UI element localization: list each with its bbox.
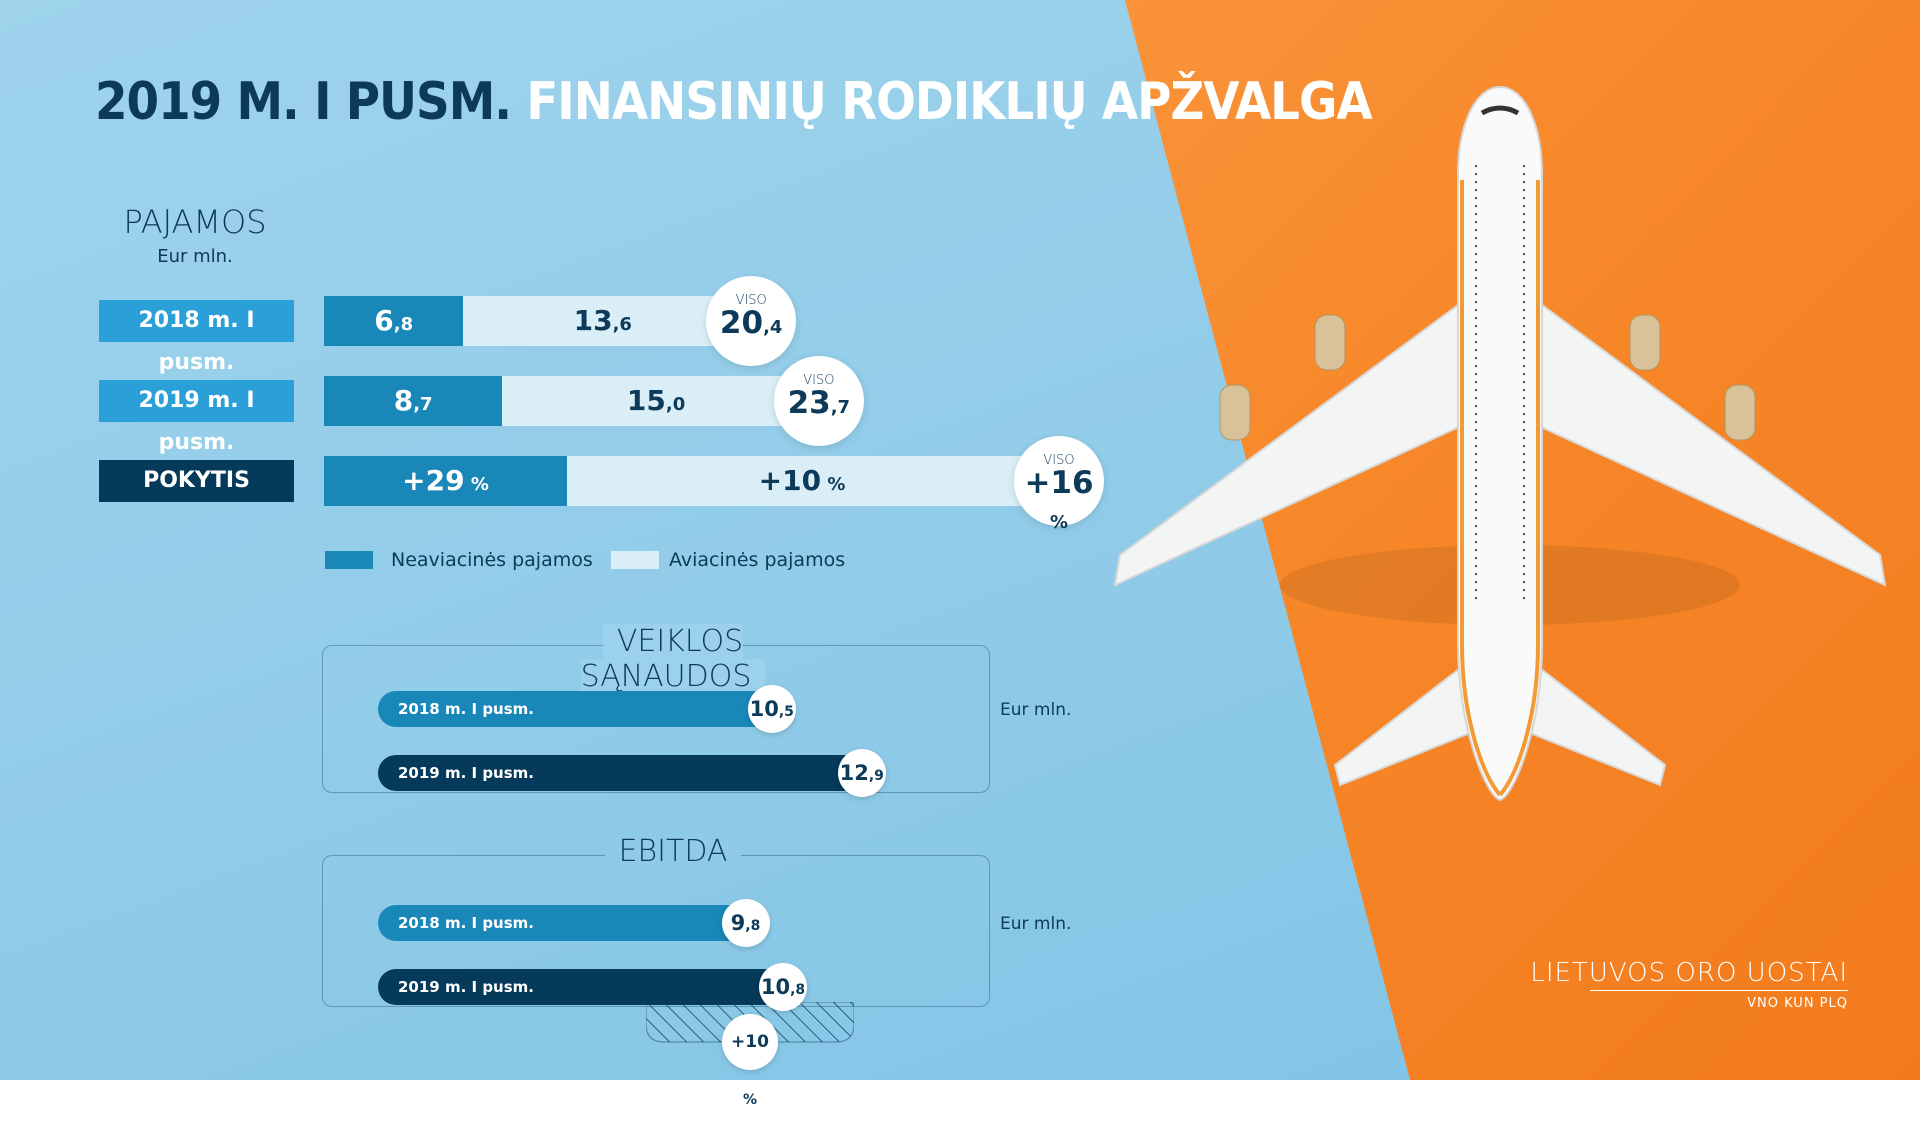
revenue-bar-nonaviation: 8,7: [324, 376, 503, 426]
opex-bar: 2018 m. I pusm.: [378, 691, 772, 727]
legend-swatch-aviation: [611, 551, 659, 569]
bar-value-decimal: ,7: [413, 394, 433, 415]
ebitda-value-circle: 10,8: [759, 963, 807, 1011]
opex-value-decimal: ,5: [778, 704, 794, 720]
ebitda-change-value: +10: [731, 1032, 769, 1052]
revenue-row-label: 2018 m. I pusm.: [99, 300, 294, 375]
ebitda-change-unit: %: [742, 1092, 758, 1108]
ebitda-value-decimal: ,8: [745, 918, 761, 934]
bar-value: 8: [393, 384, 414, 417]
opex-heading: VEIKLOS SĄNAUDOS: [505, 624, 841, 694]
revenue-change-aviation: +10 %: [567, 456, 1037, 506]
airplane-illustration: [1113, 85, 1887, 802]
bar-value-decimal: ,0: [665, 394, 686, 415]
total-value-decimal: ,4: [763, 317, 783, 338]
ebitda-value-circle: 9,8: [721, 899, 770, 947]
page-title: 2019 M. I PUSM. FINANSINIŲ RODIKLIŲ APŽV…: [95, 72, 1373, 132]
bar-value-decimal: ,8: [393, 314, 414, 335]
title-period: 2019 M. I PUSM.: [95, 72, 512, 132]
ebitda-value-decimal: ,8: [790, 982, 806, 998]
opex-value: 12: [839, 761, 869, 785]
legend-swatch-nonaviation: [325, 551, 373, 569]
left-wing-shape: [1113, 283, 1486, 587]
opex-value-circle: 12,9: [837, 749, 886, 797]
total-value: 20: [719, 305, 764, 341]
ebitda-heading: EBITDA: [555, 834, 791, 869]
opex-value: 10: [749, 697, 779, 721]
total-value: 23: [787, 385, 831, 421]
revenue-unit: Eur mln.: [157, 246, 233, 267]
ebitda-bar-label: 2019 m. I pusm.: [398, 978, 534, 996]
change-value: +10: [758, 464, 822, 497]
ebitda-value: 9: [730, 911, 746, 935]
opex-bar-label: 2019 m. I pusm.: [398, 764, 534, 782]
bar-value: 15: [626, 384, 666, 417]
change-unit: %: [821, 474, 846, 495]
total-label: VISO: [1043, 453, 1075, 468]
change-value: +29: [402, 464, 465, 497]
ebitda-value: 10: [760, 975, 791, 999]
opex-bar-label: 2018 m. I pusm.: [398, 700, 534, 718]
right-wing-shape: [1514, 283, 1887, 587]
revenue-row-label: 2019 m. I pusm.: [99, 380, 294, 455]
bar-value: 13: [573, 304, 613, 337]
revenue-change-label: POKYTIS: [99, 460, 294, 502]
revenue-bar-nonaviation: 6,8: [324, 296, 464, 346]
revenue-total-circle: VISO 23,7: [773, 356, 864, 446]
ebitda-heading-text: EBITDA: [604, 834, 742, 869]
opex-value-decimal: ,9: [868, 768, 884, 784]
legend-label-aviation: Aviacinės pajamos: [669, 549, 846, 571]
legend-label-nonaviation: Neaviacinės pajamos: [391, 549, 593, 571]
ebitda-unit: Eur mln.: [1000, 914, 1072, 934]
total-change-unit: %: [1049, 512, 1069, 533]
company-logo: LIETUVOS ORO UOSTAI: [1530, 958, 1848, 988]
ebitda-change-circle: +10 %: [722, 1014, 778, 1108]
logo-airport-codes: VNO KUN PLQ: [1747, 996, 1848, 1011]
bar-value: 6: [374, 304, 394, 337]
revenue-change-total-circle: VISO +16 %: [1014, 436, 1104, 533]
ebitda-bar: 2019 m. I pusm.: [378, 969, 783, 1005]
logo-divider: [1590, 990, 1848, 991]
title-subject: FINANSINIŲ RODIKLIŲ APŽVALGA: [526, 72, 1372, 132]
total-change-value: +16: [1024, 465, 1094, 501]
opex-value-circle: 10,5: [747, 685, 796, 733]
opex-bar: 2019 m. I pusm.: [378, 755, 862, 791]
opex-unit: Eur mln.: [1000, 700, 1072, 720]
revenue-bar-aviation: 13,6: [463, 296, 743, 346]
revenue-total-circle: VISO 20,4: [706, 276, 797, 366]
bar-value-decimal: ,6: [612, 314, 632, 335]
total-label: VISO: [803, 373, 835, 388]
total-value-decimal: ,7: [830, 397, 851, 418]
opex-heading-text: VEIKLOS SĄNAUDOS: [580, 624, 766, 694]
change-unit: %: [464, 474, 489, 495]
fuselage-shape: [1457, 85, 1543, 802]
revenue-heading: PAJAMOS: [123, 203, 267, 241]
ebitda-bar: 2018 m. I pusm.: [378, 905, 746, 941]
total-label: VISO: [735, 293, 767, 308]
ebitda-bar-label: 2018 m. I pusm.: [398, 914, 534, 932]
revenue-change-nonaviation: +29 %: [324, 456, 567, 506]
revenue-bar-aviation: 15,0: [502, 376, 810, 426]
